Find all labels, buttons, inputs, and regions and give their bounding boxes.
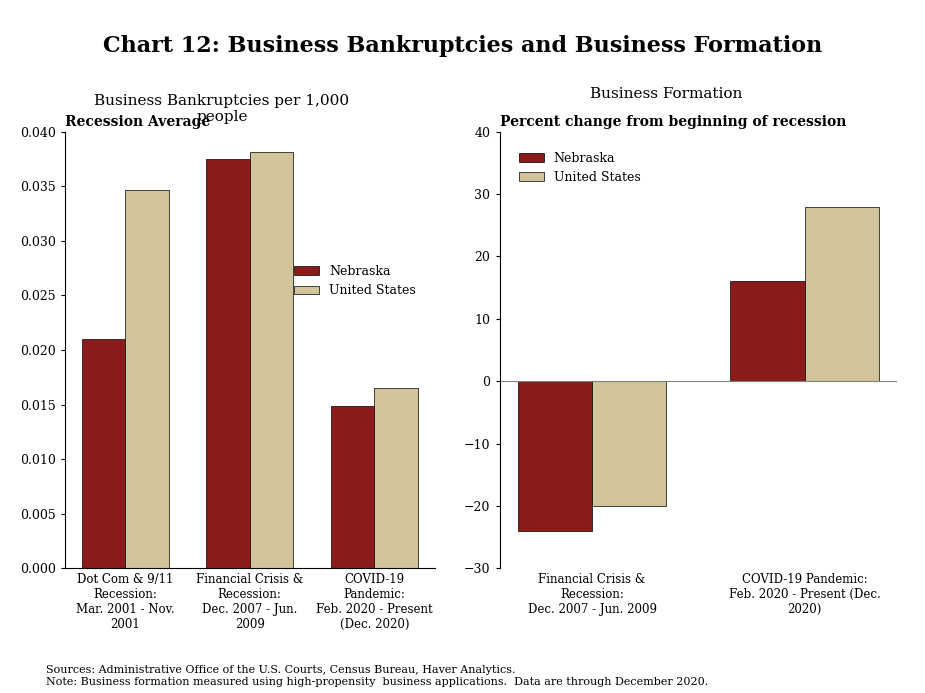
Legend: Nebraska, United States: Nebraska, United States [513, 147, 646, 189]
Bar [375, 388, 418, 568]
Text: Business Formation: Business Formation [590, 87, 742, 100]
Bar [250, 152, 293, 568]
Text: Recession Average: Recession Average [65, 115, 210, 129]
Legend: Nebraska, United States: Nebraska, United States [290, 260, 421, 302]
Bar [805, 207, 879, 381]
Bar [81, 339, 125, 568]
Bar [331, 405, 375, 568]
Bar [206, 159, 250, 568]
Bar [125, 189, 168, 568]
Text: Percent change from beginning of recession: Percent change from beginning of recessi… [500, 115, 845, 129]
Text: Sources: Administrative Office of the U.S. Courts, Census Bureau, Haver Analytic: Sources: Administrative Office of the U.… [46, 665, 709, 687]
Text: Business Bankruptcies per 1,000
people: Business Bankruptcies per 1,000 people [94, 94, 350, 124]
Bar [730, 281, 805, 381]
Text: Chart 12: Business Bankruptcies and Business Formation: Chart 12: Business Bankruptcies and Busi… [103, 35, 822, 57]
Bar [518, 381, 592, 531]
Bar [592, 381, 667, 506]
